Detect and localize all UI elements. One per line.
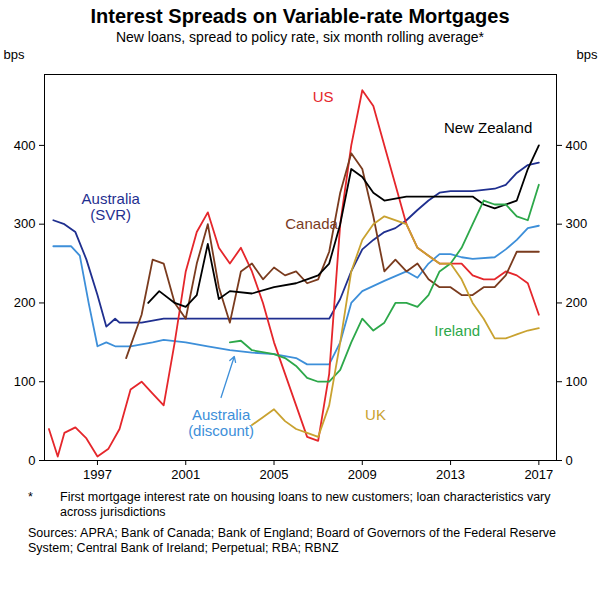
svg-text:2013: 2013 — [436, 467, 465, 482]
html-text:First mortgage interest rate o: First mortgage interest rate on housing … — [60, 490, 551, 519]
svg-text:bps: bps — [4, 47, 25, 62]
svg-text:1997: 1997 — [83, 467, 112, 482]
svg-text:New Zealand: New Zealand — [444, 119, 532, 136]
svg-text:Canada: Canada — [285, 215, 338, 232]
svg-text:2009: 2009 — [348, 467, 377, 482]
svg-text:0: 0 — [566, 453, 573, 468]
svg-text:Australia(SVR): Australia(SVR) — [82, 190, 141, 224]
svg-text:400: 400 — [566, 138, 588, 153]
html-text:New loans, spread to policy ra: New loans, spread to policy rate, six mo… — [116, 29, 484, 45]
svg-text:bps: bps — [577, 47, 598, 62]
svg-text:400: 400 — [14, 138, 36, 153]
svg-text:US: US — [313, 88, 334, 105]
svg-text:2001: 2001 — [171, 467, 200, 482]
html-text:Sources: APRA; Bank of Canada;: Sources: APRA; Bank of Canada; Bank of E… — [28, 526, 557, 555]
svg-text:2017: 2017 — [524, 467, 553, 482]
svg-text:100: 100 — [14, 374, 36, 389]
svg-text:UK: UK — [365, 406, 386, 423]
svg-text:300: 300 — [14, 216, 36, 231]
svg-text:Ireland: Ireland — [434, 322, 480, 339]
svg-text:300: 300 — [566, 216, 588, 231]
svg-text:100: 100 — [566, 374, 588, 389]
svg-text:200: 200 — [14, 295, 36, 310]
svg-text:2005: 2005 — [260, 467, 289, 482]
svg-text:200: 200 — [566, 295, 588, 310]
html-text:Interest Spreads on Variable-r: Interest Spreads on Variable-rate Mortga… — [90, 5, 510, 27]
svg-text:0: 0 — [28, 453, 35, 468]
svg-text:Australia(discount): Australia(discount) — [188, 406, 254, 440]
